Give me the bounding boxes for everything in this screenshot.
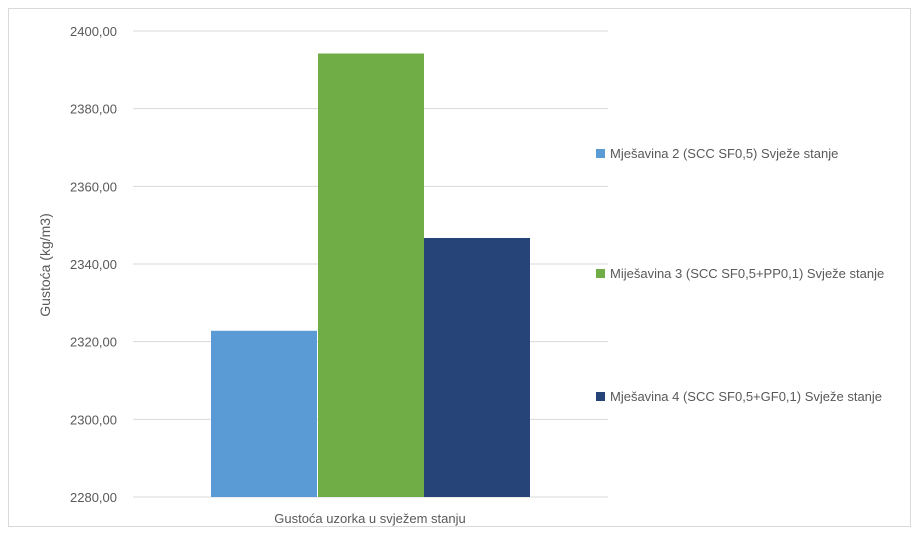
legend-label-series-1: Mješavina 2 (SCC SF0,5) Svježe stanje (610, 146, 839, 161)
y-tick-label: 2400,00 (70, 24, 117, 39)
legend-swatch-series-1 (596, 149, 605, 158)
bar-series-3 (424, 237, 530, 497)
y-axis-label: Gustoća (kg/m3) (37, 213, 53, 316)
legend-label-series-2: Miješavina 3 (SCC SF0,5+PP0,1) Svježe st… (610, 266, 885, 281)
legend-swatch-series-2 (596, 269, 605, 278)
y-tick-label: 2300,00 (70, 412, 117, 427)
y-tick-label: 2280,00 (70, 490, 117, 505)
bars (211, 53, 530, 497)
y-tick-labels: 2280,00 2300,00 2320,00 2340,00 2360,00 2380,… (70, 24, 117, 505)
y-tick-label: 2380,00 (70, 102, 117, 117)
y-tick-label: 2360,00 (70, 179, 117, 194)
y-tick-label: 2320,00 (70, 335, 117, 350)
legend-item-series-1: Mješavina 2 (SCC SF0,5) Svježe stanje (596, 146, 838, 161)
legend-item-series-2: Miješavina 3 (SCC SF0,5+PP0,1) Svježe st… (596, 266, 884, 281)
y-tick-label: 2340,00 (70, 257, 117, 272)
legend-swatch-series-3 (596, 392, 605, 401)
legend: Mješavina 2 (SCC SF0,5) Svježe stanje Mi… (596, 0, 916, 535)
bar-series-2 (318, 53, 424, 497)
bar-series-1 (211, 330, 317, 497)
legend-item-series-3: Mješavina 4 (SCC SF0,5+GF0,1) Svježe sta… (596, 389, 882, 404)
legend-label-series-3: Mješavina 4 (SCC SF0,5+GF0,1) Svježe sta… (610, 389, 883, 404)
x-category-label: Gustoća uzorka u svježem stanju (274, 511, 465, 526)
